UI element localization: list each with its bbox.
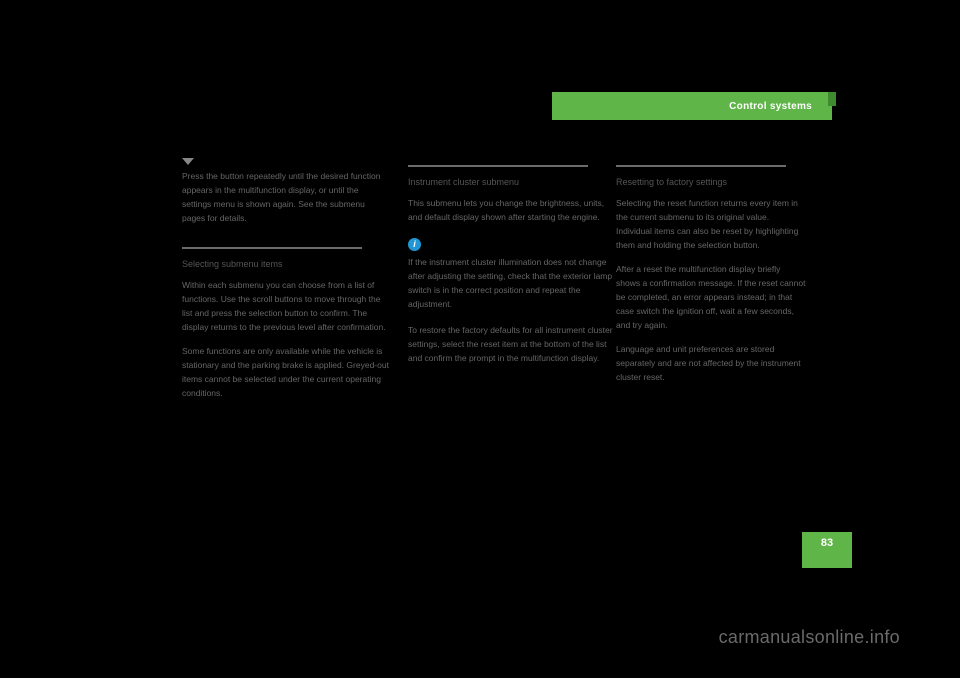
header-tab-accent: [828, 92, 836, 106]
col1-paragraph-2: Within each submenu you can choose from …: [182, 278, 390, 334]
col3-heading: Resetting to factory settings: [616, 176, 806, 190]
col3-paragraph-1: Selecting the reset function returns eve…: [616, 196, 806, 252]
section-rule: [616, 165, 786, 167]
section-rule: [182, 247, 362, 249]
section-header: Control systems: [552, 92, 832, 120]
section-rule: [408, 165, 588, 167]
col1-paragraph-3: Some functions are only available while …: [182, 344, 390, 400]
col2-paragraph-2: To restore the factory defaults for all …: [408, 323, 616, 365]
col3-paragraph-2: After a reset the multifunction display …: [616, 262, 806, 332]
col2-info-text: If the instrument cluster illumination d…: [408, 255, 616, 311]
col3-paragraph-3: Language and unit preferences are stored…: [616, 342, 806, 384]
page-number: 83: [821, 537, 833, 549]
page-number-tab: 83: [802, 532, 852, 568]
manual-page: Control systems Press the button repeate…: [140, 72, 832, 552]
section-title: Control systems: [729, 101, 812, 112]
col1-heading: Selecting submenu items: [182, 258, 390, 272]
column-2: Instrument cluster submenu This submenu …: [408, 165, 616, 365]
column-3: Resetting to factory settings Selecting …: [616, 165, 806, 384]
col2-heading: Instrument cluster submenu: [408, 176, 616, 190]
col1-paragraph-1: Press the button repeatedly until the de…: [182, 169, 390, 225]
info-icon: i: [408, 238, 421, 251]
watermark-text: carmanualsonline.info: [719, 627, 900, 648]
continuation-marker-icon: [182, 158, 194, 165]
column-1: Press the button repeatedly until the de…: [182, 169, 390, 400]
col2-paragraph-1: This submenu lets you change the brightn…: [408, 196, 616, 224]
